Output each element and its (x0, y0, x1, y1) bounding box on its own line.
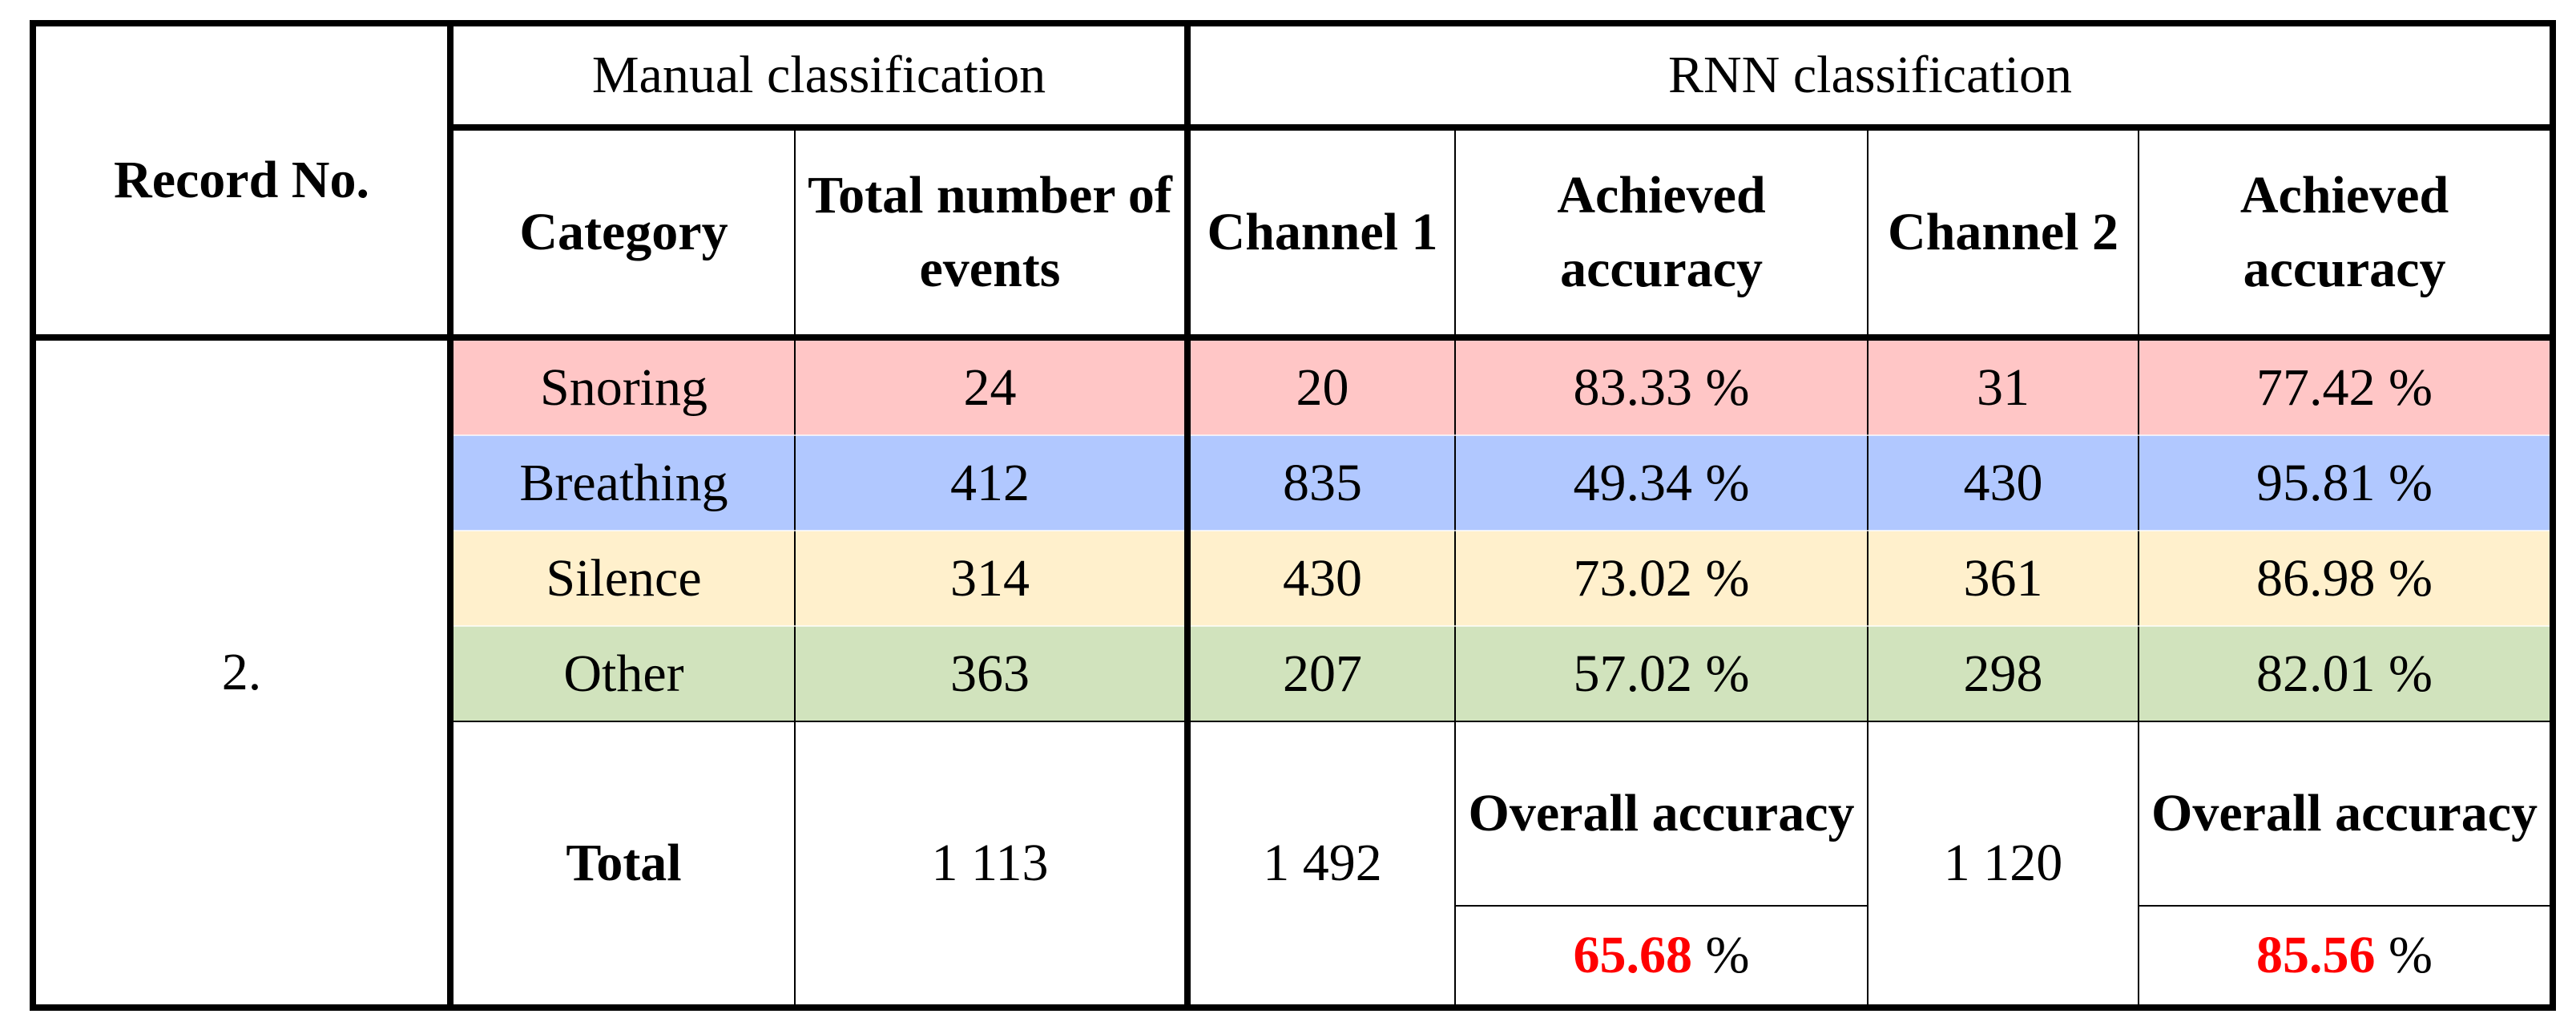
category: Other (449, 625, 796, 723)
cell: 57.02 % (1454, 625, 1869, 723)
overall-value: 65.68 (1573, 926, 1693, 985)
cell: 430 (1867, 434, 2140, 532)
record-number: 2. (32, 337, 454, 1009)
category: Snoring (449, 337, 796, 437)
cell: 412 (793, 434, 1191, 532)
cell: 24 (793, 337, 1191, 437)
cell: 82.01 % (2138, 625, 2554, 723)
cell: 20 (1187, 337, 1457, 437)
column-header: Channel 1 (1187, 127, 1457, 341)
total-cell: 1 120 (1867, 721, 2140, 1009)
cell: 207 (1187, 625, 1457, 723)
cell: 31 (1867, 337, 2140, 437)
total-cell: 1 113 (793, 721, 1191, 1009)
cell: 95.81 % (2138, 434, 2554, 532)
category: Breathing (449, 434, 796, 532)
overall-label: Overall accuracy (2138, 721, 2554, 907)
rnn-header: RNN classification (1187, 22, 2554, 131)
column-header: Total number of events (793, 127, 1191, 341)
cell: 49.34 % (1454, 434, 1869, 532)
cell: 430 (1187, 530, 1457, 628)
total-label: Total (449, 721, 796, 1009)
overall-unit: % (2389, 926, 2433, 985)
cell: 361 (1867, 530, 2140, 628)
cell: 363 (793, 625, 1191, 723)
record-header: Record No. (32, 22, 454, 341)
cell: 83.33 % (1454, 337, 1869, 437)
overall-accuracy: 65.68 % (1454, 905, 1869, 1009)
results-table: Record No. Manual classification RNN cla… (30, 20, 2557, 1012)
cell: 298 (1867, 625, 2140, 723)
cell: 86.98 % (2138, 530, 2554, 628)
manual-header: Manual classification (449, 22, 1191, 131)
overall-value: 85.56 (2256, 926, 2376, 985)
total-cell: 1 492 (1187, 721, 1457, 1009)
overall-accuracy: 85.56 % (2138, 905, 2554, 1009)
column-header: Category (449, 127, 796, 341)
column-header: Achieved accuracy (2138, 127, 2554, 341)
cell: 77.42 % (2138, 337, 2554, 437)
cell: 314 (793, 530, 1191, 628)
overall-unit: % (1705, 926, 1750, 985)
column-header: Channel 2 (1867, 127, 2140, 341)
cell: 835 (1187, 434, 1457, 532)
category: Silence (449, 530, 796, 628)
cell: 73.02 % (1454, 530, 1869, 628)
column-header: Achieved accuracy (1454, 127, 1869, 341)
overall-label: Overall accuracy (1454, 721, 1869, 907)
